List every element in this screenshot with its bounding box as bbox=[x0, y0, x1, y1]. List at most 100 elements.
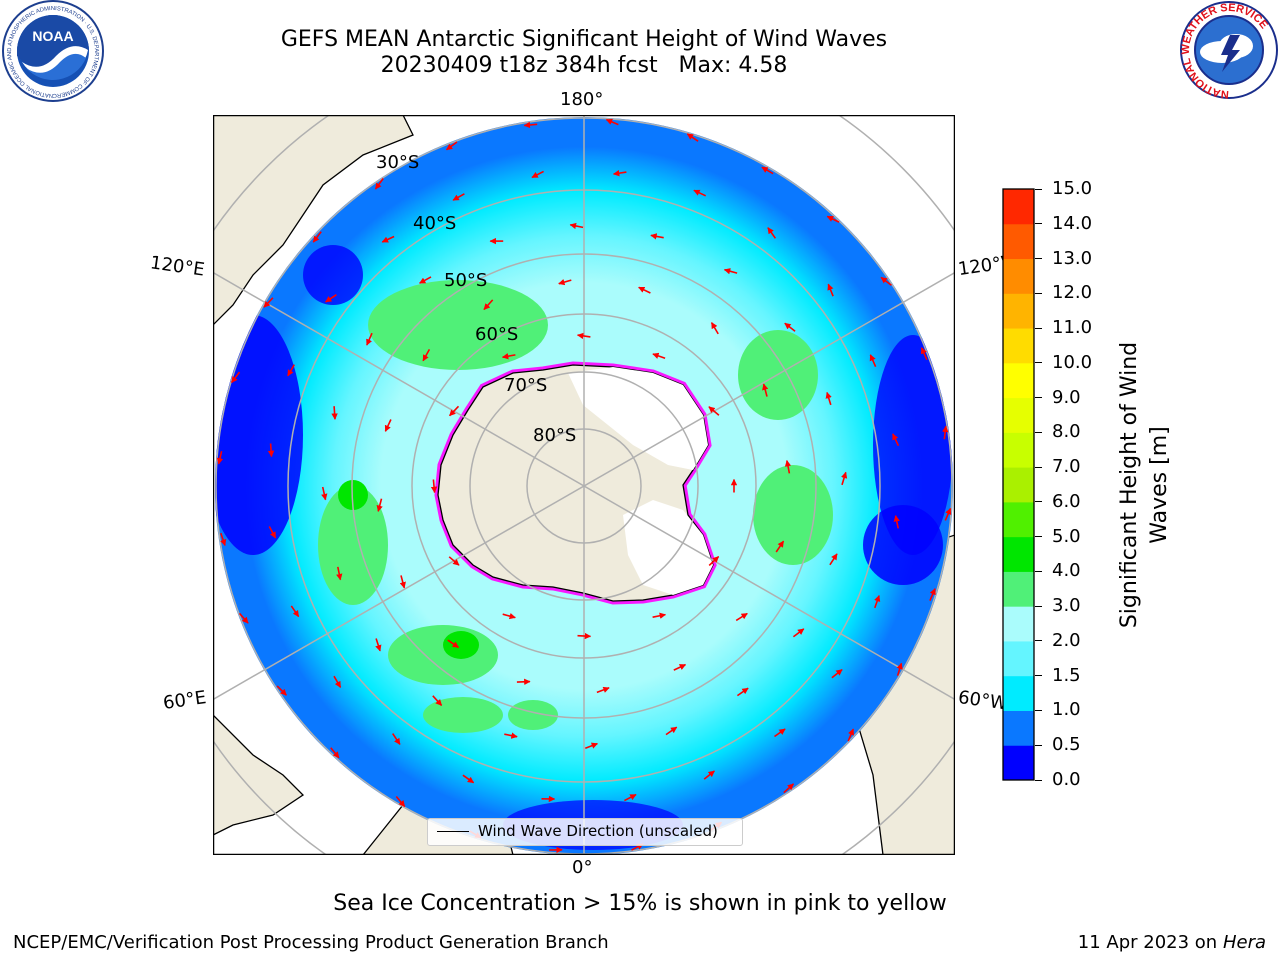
colorbar-tick-label: 3.0 bbox=[1052, 595, 1081, 617]
map-panel bbox=[213, 115, 955, 855]
wind-wave-arrow bbox=[502, 613, 516, 620]
colorbar-segment bbox=[1003, 606, 1034, 642]
wind-wave-arrow bbox=[638, 286, 651, 294]
colorbar-tick-label: 0.0 bbox=[1052, 769, 1081, 790]
wind-wave-arrow bbox=[452, 193, 465, 201]
wind-wave-arrow bbox=[576, 332, 591, 340]
wind-wave-arrow bbox=[483, 299, 494, 311]
wind-wave-arrow bbox=[784, 322, 796, 332]
wind-wave-arrow bbox=[447, 639, 460, 649]
wind-wave-arrow bbox=[767, 227, 777, 239]
wind-wave-arrow bbox=[462, 774, 475, 784]
colorbar-tick-label: 2.0 bbox=[1052, 629, 1081, 651]
wind-wave-arrow bbox=[665, 726, 678, 736]
colorbar-segment bbox=[1003, 328, 1034, 364]
wind-wave-arrow bbox=[395, 795, 406, 808]
colorbar-tick-label: 13.0 bbox=[1052, 247, 1093, 269]
colorbar-segment bbox=[1003, 536, 1034, 572]
wind-wave-arrow bbox=[869, 354, 877, 368]
colorbar-tick-mark bbox=[1035, 362, 1042, 364]
colorbar-segment bbox=[1003, 571, 1034, 607]
colorbar-tick-label: 10.0 bbox=[1052, 351, 1093, 373]
wind-wave-arrow bbox=[624, 793, 637, 802]
colorbar-tick-mark bbox=[1035, 327, 1042, 329]
colorbar-segment bbox=[1003, 362, 1034, 399]
wind-wave-arrow bbox=[892, 433, 900, 447]
colorbar-segment bbox=[1003, 223, 1034, 260]
wind-wave-arrow bbox=[516, 678, 531, 686]
colorbar-label: Significant Height of Wind Waves [m] bbox=[1117, 341, 1172, 629]
wind-wave-arrow bbox=[612, 169, 627, 177]
wind-wave-arrow bbox=[827, 283, 834, 297]
sea-ice-note: Sea Ice Concentration > 15% is shown in … bbox=[333, 891, 947, 916]
map-legend: Wind Wave Direction (unscaled) bbox=[427, 818, 743, 846]
wind-wave-arrow bbox=[523, 121, 538, 129]
wind-wave-arrow bbox=[333, 675, 342, 688]
wind-wave-arrow bbox=[276, 685, 287, 696]
colorbar-tick-label: 8.0 bbox=[1052, 421, 1081, 443]
colorbar-tick-label: 4.0 bbox=[1052, 560, 1081, 582]
wind-wave-arrow bbox=[761, 166, 774, 175]
colorbar-tick-mark bbox=[1035, 536, 1042, 538]
colorbar-segment bbox=[1003, 189, 1034, 225]
lat-label-30s: 30°S bbox=[376, 152, 420, 173]
wind-wave-arrow bbox=[287, 364, 295, 377]
wind-wave-arrow bbox=[448, 556, 460, 566]
legend-line-sample bbox=[437, 831, 469, 832]
wind-wave-arrow bbox=[445, 141, 458, 151]
wind-wave-arrow bbox=[673, 663, 687, 671]
colorbar-tick-label: 1.5 bbox=[1052, 664, 1081, 686]
wind-wave-arrow bbox=[432, 695, 443, 706]
wind-wave-arrow bbox=[392, 733, 401, 745]
colorbar-tick-mark bbox=[1035, 709, 1042, 711]
wind-wave-arrow bbox=[847, 728, 855, 742]
footer-credit: NCEP/EMC/Verification Post Processing Pr… bbox=[13, 932, 609, 953]
wind-wave-arrow bbox=[703, 770, 715, 780]
lon-label-120e: 120°E bbox=[148, 252, 206, 281]
wind-wave-arrow bbox=[399, 575, 406, 589]
plot-title-line2: 20230409 t18z 384h fcst Max: 4.58 bbox=[380, 53, 788, 78]
wind-wave-arrow bbox=[652, 612, 667, 619]
wind-wave-arrow bbox=[312, 231, 322, 243]
colorbar-tick-label: 11.0 bbox=[1052, 317, 1093, 339]
colorbar-segment bbox=[1003, 675, 1034, 711]
wind-wave-arrow bbox=[693, 189, 707, 197]
wind-wave-arrow bbox=[449, 405, 460, 417]
lat-label-70s: 70°S bbox=[504, 375, 548, 396]
legend-label: Wind Wave Direction (unscaled) bbox=[478, 822, 718, 840]
plot-title-line1: GEFS MEAN Antarctic Significant Height o… bbox=[280, 27, 888, 52]
colorbar-tick-label: 6.0 bbox=[1052, 490, 1081, 512]
noaa-logo-text: NOAA bbox=[32, 28, 73, 44]
colorbar-segment bbox=[1003, 467, 1034, 503]
wind-wave-arrow bbox=[430, 479, 438, 494]
colorbar-tick-mark bbox=[1035, 744, 1042, 746]
colorbar-tick-label: 7.0 bbox=[1052, 456, 1081, 478]
colorbar-segment bbox=[1003, 293, 1034, 329]
colorbar-segment bbox=[1003, 432, 1034, 468]
wind-wave-arrow bbox=[775, 540, 785, 553]
colorbar-tick-mark bbox=[1035, 188, 1042, 190]
wind-wave-arrow bbox=[735, 612, 748, 622]
wind-wave-arrow bbox=[374, 178, 384, 190]
wind-wave-arrow bbox=[330, 747, 340, 759]
colorbar-segment bbox=[1003, 710, 1034, 746]
colorbar-tick-label: 12.0 bbox=[1052, 282, 1093, 304]
colorbar-tick-label: 1.0 bbox=[1052, 699, 1081, 721]
colorbar-segment bbox=[1003, 640, 1034, 677]
footer-date-text: 11 Apr 2023 on bbox=[1077, 932, 1223, 953]
wind-wave-arrow bbox=[216, 451, 224, 465]
wind-wave-arrow bbox=[896, 662, 903, 676]
wind-wave-arrow bbox=[831, 668, 843, 679]
wind-wave-arrow bbox=[321, 486, 328, 501]
lon-label-0: 0° bbox=[572, 857, 593, 878]
colorbar-segment bbox=[1003, 501, 1034, 538]
wind-wave-arrow bbox=[708, 556, 720, 566]
wind-wave-arrow bbox=[826, 215, 840, 223]
antarctica bbox=[434, 361, 717, 605]
wind-wave-arrow bbox=[336, 566, 343, 581]
wind-wave-arrow bbox=[920, 347, 928, 361]
wind-wave-arrow bbox=[501, 353, 516, 360]
wind-wave-arrow bbox=[880, 276, 892, 286]
colorbar-tick-label: 14.0 bbox=[1052, 212, 1093, 234]
wind-wave-arrow bbox=[652, 352, 666, 359]
